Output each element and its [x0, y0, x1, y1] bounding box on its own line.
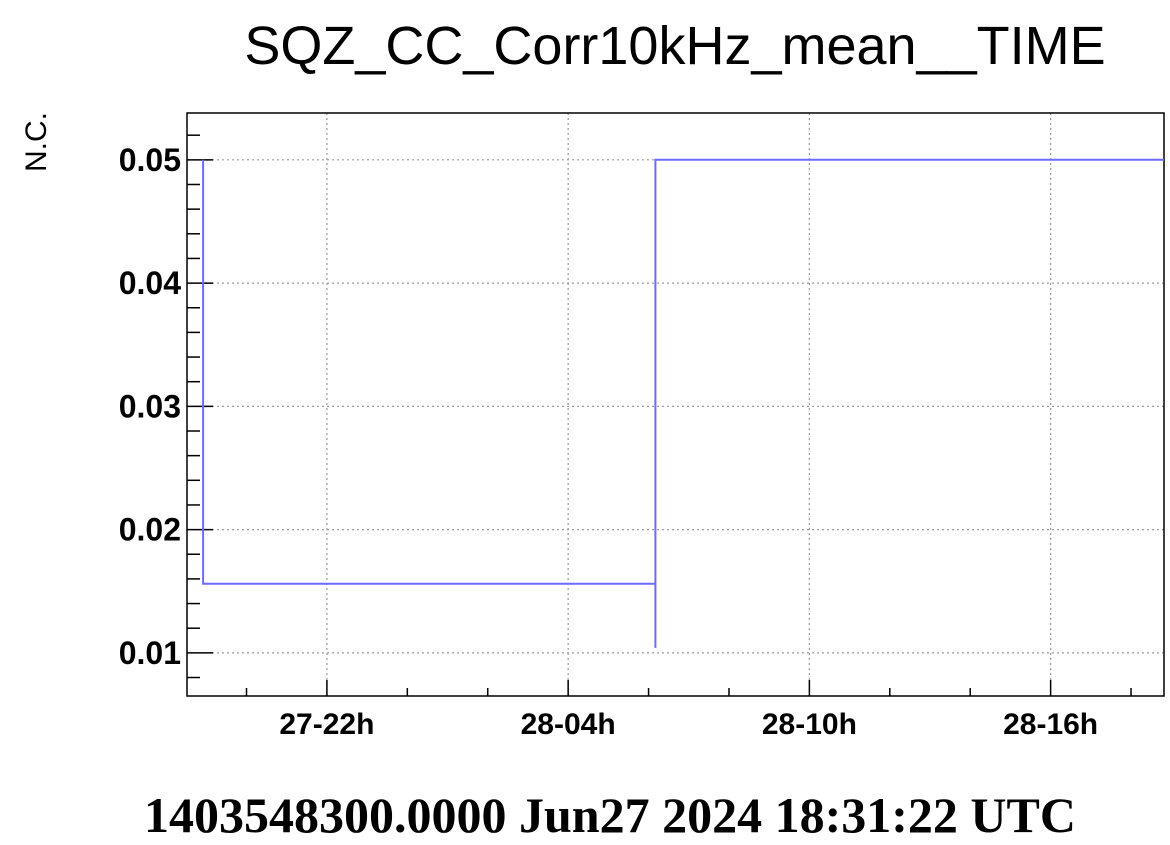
y-tick-label: 0.05	[119, 142, 181, 178]
y-tick-label: 0.02	[119, 512, 181, 548]
x-tick-label: 28-04h	[521, 708, 616, 741]
y-axis-label: N.C.	[20, 112, 53, 172]
timestamp-footer: 1403548300.0000 Jun27 2024 18:31:22 UTC	[144, 787, 1076, 843]
x-tick-label: 28-16h	[1003, 708, 1098, 741]
series	[202, 158, 1164, 648]
y-tick-labels: 0.01 0.02 0.03 0.04 0.05	[119, 142, 181, 671]
y-tick-label: 0.03	[119, 388, 181, 424]
y-tick-label: 0.01	[119, 635, 181, 671]
y-tick-label: 0.04	[119, 265, 181, 301]
x-tick-label: 27-22h	[279, 708, 374, 741]
axis-ticks	[187, 134, 1132, 696]
grid	[187, 113, 1164, 696]
plot-frame	[186, 112, 1165, 697]
x-tick-labels: 27-22h 28-04h 28-10h 28-16h	[279, 708, 1098, 741]
series-line	[202, 158, 1164, 648]
x-tick-label: 28-10h	[762, 708, 857, 741]
chart-title: SQZ_CC_Corr10kHz_mean__TIME	[244, 16, 1105, 76]
